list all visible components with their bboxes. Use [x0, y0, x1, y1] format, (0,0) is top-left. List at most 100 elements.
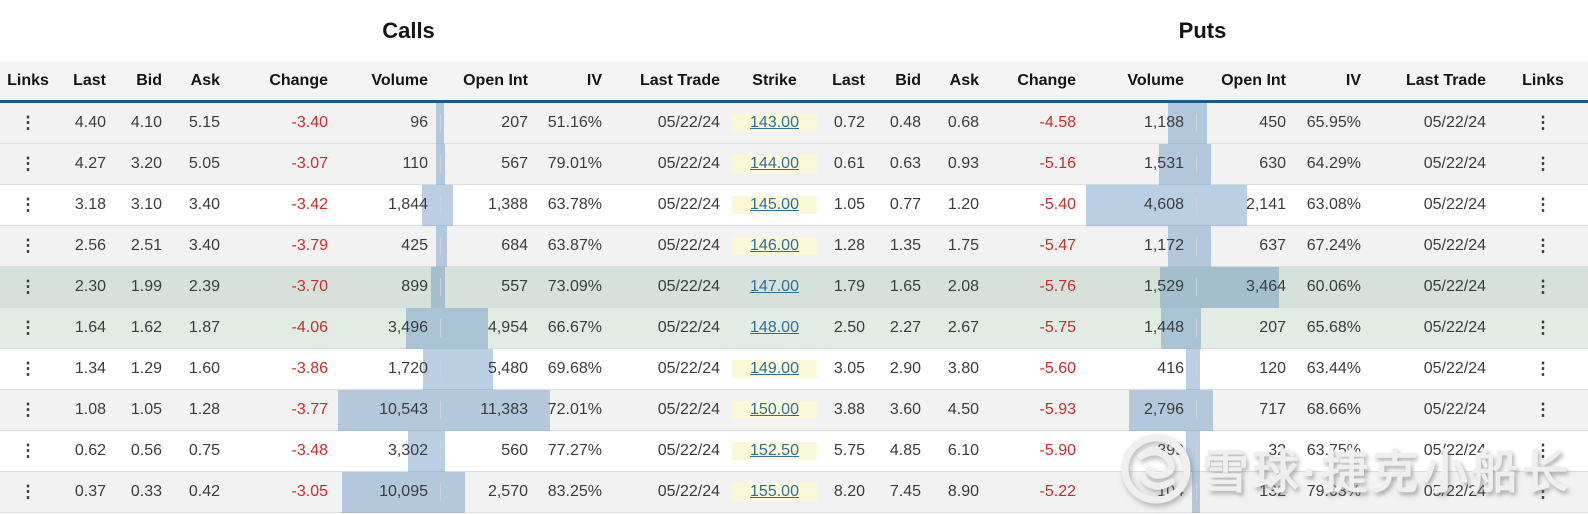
kebab-menu-icon[interactable]: ⋮	[1534, 195, 1552, 214]
puts-volume-bar	[1186, 349, 1196, 390]
puts-last_trade-cell: 05/22/24	[1423, 442, 1486, 459]
puts-last-cell: 1.79	[833, 278, 865, 295]
calls-open-int-bar	[440, 267, 446, 308]
strike-link[interactable]: 144.00	[750, 155, 799, 172]
calls-iv-cell: 77.27%	[547, 442, 602, 459]
section-titles-row: Calls Puts	[0, 0, 1588, 62]
calls-last_trade-cell: 05/22/24	[657, 360, 720, 377]
calls-open_int-cell: 5,480	[440, 360, 540, 378]
header-calls-last: Last	[73, 72, 106, 89]
option-row: ⋮ 2.30 1.99 2.39 -3.70 899 557 73.09% 05/22/24 14…	[0, 267, 1588, 308]
calls-iv-cell: 69.68%	[547, 360, 602, 377]
calls-open_int-cell: 2,570	[440, 483, 540, 501]
kebab-menu-icon[interactable]: ⋮	[19, 236, 37, 255]
calls-change-cell: -3.79	[291, 237, 328, 254]
kebab-menu-icon[interactable]: ⋮	[19, 441, 37, 460]
strike-cell: 152.50	[732, 442, 817, 460]
puts-bid-cell: 2.90	[889, 360, 921, 377]
puts-iv-cell: 68.66%	[1306, 401, 1361, 418]
puts-volume-cell: 399	[1157, 442, 1184, 459]
calls-change-cell: -3.70	[291, 278, 328, 295]
puts-last_trade-cell: 05/22/24	[1423, 483, 1486, 500]
kebab-menu-icon[interactable]: ⋮	[1534, 277, 1552, 296]
calls-links-cell: ⋮	[0, 319, 56, 338]
calls-ask-cell: 3.40	[188, 237, 220, 254]
strike-link[interactable]: 149.00	[750, 360, 799, 377]
strike-link[interactable]: 145.00	[750, 196, 799, 213]
strike-cell: 143.00	[732, 114, 817, 132]
kebab-menu-icon[interactable]: ⋮	[1534, 400, 1552, 419]
header-puts-bid: Bid	[895, 72, 921, 89]
header-calls-ask: Ask	[190, 72, 220, 89]
calls-volume-bar	[406, 308, 440, 349]
puts-open-int-bar	[1196, 226, 1212, 267]
kebab-menu-icon[interactable]: ⋮	[19, 154, 37, 173]
calls-open-int-bar	[440, 431, 446, 472]
kebab-menu-icon[interactable]: ⋮	[1534, 113, 1552, 132]
kebab-menu-icon[interactable]: ⋮	[19, 482, 37, 501]
calls-ask-cell: 5.05	[188, 155, 220, 172]
puts-change-cell: -5.22	[1039, 483, 1076, 500]
calls-change-cell: -4.06	[291, 319, 328, 336]
calls-open-int-bar	[440, 144, 446, 185]
puts-iv-cell: 65.68%	[1306, 319, 1361, 336]
puts-volume-bar	[1192, 472, 1196, 513]
kebab-menu-icon[interactable]: ⋮	[1534, 318, 1552, 337]
kebab-menu-icon[interactable]: ⋮	[19, 195, 37, 214]
option-row: ⋮ 4.40 4.10 5.15 -3.40 96 207 51.16% 05/22/24 143…	[0, 103, 1588, 144]
kebab-menu-icon[interactable]: ⋮	[1534, 482, 1552, 501]
strike-link[interactable]: 150.00	[750, 401, 799, 418]
kebab-menu-icon[interactable]: ⋮	[1534, 236, 1552, 255]
kebab-menu-icon[interactable]: ⋮	[19, 400, 37, 419]
header-puts-volume: Volume	[1127, 72, 1184, 89]
calls-bid-cell: 1.05	[130, 401, 162, 418]
calls-last-cell: 2.30	[74, 278, 106, 295]
strike-link[interactable]: 155.00	[750, 483, 799, 500]
calls-change-cell: -3.07	[291, 155, 328, 172]
calls-links-cell: ⋮	[0, 483, 56, 502]
strike-link[interactable]: 152.50	[750, 442, 799, 459]
calls-links-cell: ⋮	[0, 278, 56, 297]
puts-volume-bar	[1168, 226, 1196, 267]
calls-bid-cell: 1.99	[130, 278, 162, 295]
puts-section-title: Puts	[1178, 18, 1227, 43]
calls-volume-cell: 110	[402, 155, 428, 172]
calls-volume-cell: 899	[401, 278, 428, 295]
strike-link[interactable]: 148.00	[750, 319, 799, 336]
calls-links-cell: ⋮	[0, 114, 56, 133]
kebab-menu-icon[interactable]: ⋮	[19, 359, 37, 378]
kebab-menu-icon[interactable]: ⋮	[19, 318, 37, 337]
puts-ask-cell: 1.20	[947, 196, 979, 213]
puts-change-cell: -5.47	[1039, 237, 1076, 254]
kebab-menu-icon[interactable]: ⋮	[1534, 154, 1552, 173]
puts-open-int-bar	[1196, 267, 1279, 308]
kebab-menu-icon[interactable]: ⋮	[19, 113, 37, 132]
puts-open-int-bar	[1196, 103, 1207, 144]
puts-volume-bar	[1086, 185, 1196, 226]
puts-open-int-bar	[1196, 349, 1200, 390]
puts-links-cell: ⋮	[1498, 278, 1588, 297]
kebab-menu-icon[interactable]: ⋮	[1534, 359, 1552, 378]
puts-volume-bar	[1159, 144, 1196, 185]
puts-volume-bar	[1161, 308, 1196, 349]
puts-change-cell: -5.75	[1039, 319, 1076, 336]
puts-ask-cell: 6.10	[947, 442, 979, 459]
header-puts-last: Last	[832, 72, 865, 89]
strike-link[interactable]: 146.00	[750, 237, 799, 254]
puts-last_trade-cell: 05/22/24	[1423, 155, 1486, 172]
puts-links-cell: ⋮	[1498, 442, 1588, 461]
strike-cell: 146.00	[732, 237, 817, 255]
header-calls-last_trade: Last Trade	[639, 72, 720, 89]
calls-open_int-cell: 1,388	[440, 196, 540, 214]
calls-open_int-cell: 567	[440, 155, 540, 173]
kebab-menu-icon[interactable]: ⋮	[19, 277, 37, 296]
puts-open_int-cell: 2,141	[1196, 196, 1298, 214]
strike-link[interactable]: 147.00	[750, 278, 799, 295]
strike-link[interactable]: 143.00	[750, 114, 799, 131]
puts-volume-cell: 2,796	[1143, 401, 1184, 418]
puts-iv-cell: 63.08%	[1306, 196, 1361, 213]
puts-volume-bar	[1129, 390, 1196, 431]
calls-bid-cell: 0.33	[130, 483, 162, 500]
calls-iv-cell: 63.87%	[547, 237, 602, 254]
kebab-menu-icon[interactable]: ⋮	[1534, 441, 1552, 460]
